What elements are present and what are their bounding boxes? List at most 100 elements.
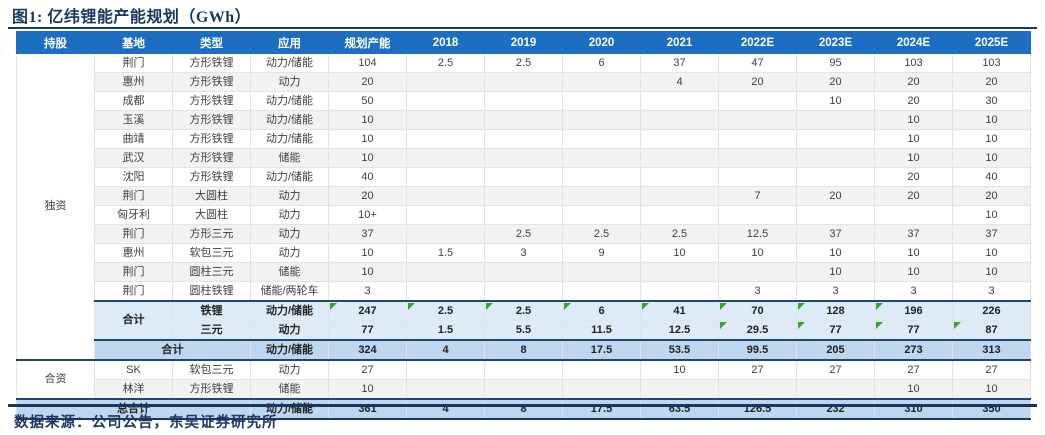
type-cell: 软包三元 [172, 243, 251, 263]
value-cell: 361 [328, 398, 407, 420]
column-header-10: 2023E [796, 31, 875, 54]
value-cell [484, 148, 563, 168]
value-cell: 10 [874, 379, 953, 400]
value-cell: 95 [796, 53, 875, 73]
base-cell: 沈阳 [94, 167, 173, 187]
value-cell: 20 [874, 72, 953, 92]
value-cell: 10 [328, 379, 407, 400]
value-cell: 10 [718, 243, 797, 263]
value-cell: 10 [796, 262, 875, 282]
value-cell [562, 262, 641, 282]
value-cell [562, 91, 641, 111]
type-cell: 圆柱铁锂 [172, 281, 251, 302]
value-cell: 7 [718, 186, 797, 206]
value-cell: 99.5 [718, 339, 797, 361]
value-cell: 1.5 [406, 243, 485, 263]
value-cell: 3 [874, 281, 953, 302]
value-cell: 8 [484, 339, 563, 361]
value-cell: 9 [562, 243, 641, 263]
value-cell: 10 [952, 110, 1031, 130]
value-cell: 10 [952, 205, 1031, 225]
column-header-3: 应用 [250, 31, 329, 54]
base-cell: 荆门 [94, 281, 173, 302]
value-cell: 50 [328, 91, 407, 111]
value-cell: 20 [328, 72, 407, 92]
value-cell [640, 148, 719, 168]
value-cell: 30 [952, 91, 1031, 111]
column-header-4: 规划产能 [328, 31, 407, 54]
value-cell [796, 110, 875, 130]
value-cell: 37 [952, 224, 1031, 244]
table-row: 匈牙利 大圆柱 动力 10+ 10 [17, 205, 1031, 225]
value-cell [640, 167, 719, 187]
corner-flag-icon [954, 322, 961, 329]
value-cell: 63.5 [640, 398, 719, 420]
base-cell: 曲靖 [94, 129, 173, 149]
value-cell [484, 129, 563, 149]
base-cell: 惠州 [94, 243, 173, 263]
value-cell [406, 224, 485, 244]
corner-flag-icon [564, 303, 571, 310]
table-row: 武汉 方形铁锂 储能 10 10 10 [17, 148, 1031, 168]
corner-flag-icon [798, 303, 805, 310]
value-cell: 10+ [328, 205, 407, 225]
value-cell: 126.5 [718, 398, 797, 420]
value-cell: 27 [874, 359, 953, 380]
value-cell: 20 [952, 72, 1031, 92]
value-cell: 196 [874, 300, 953, 321]
value-cell [562, 205, 641, 225]
value-cell: 20 [874, 186, 953, 206]
base-cell: 荆门 [94, 53, 173, 73]
type-cell: 方形铁锂 [172, 167, 251, 187]
value-cell [718, 167, 797, 187]
value-cell [484, 281, 563, 302]
value-cell: 232 [796, 398, 875, 420]
corner-flag-icon [798, 322, 805, 329]
column-header-0: 持股 [16, 31, 95, 54]
column-header-9: 2022E [718, 31, 797, 54]
type-cell: 方形铁锂 [172, 129, 251, 149]
value-cell: 27 [718, 359, 797, 380]
value-cell [406, 281, 485, 302]
value-cell: 29.5 [718, 320, 797, 341]
value-cell: 310 [874, 398, 953, 420]
value-cell: 41 [640, 300, 719, 321]
data-source-note: 数据来源：公司公告，东吴证券研究所 [14, 415, 278, 431]
value-cell: 37 [796, 224, 875, 244]
value-cell: 3 [484, 243, 563, 263]
bottom-rule [8, 404, 1037, 407]
value-cell [640, 205, 719, 225]
value-cell [484, 91, 563, 111]
value-cell [562, 186, 641, 206]
group-total-row: 合计 动力/储能 324 4 8 17.5 53.5 99.5 205 273 313 [17, 339, 1031, 361]
value-cell: 2.5 [406, 53, 485, 73]
value-cell [562, 110, 641, 130]
column-header-7: 2020 [562, 31, 641, 54]
value-cell: 87 [952, 320, 1031, 341]
value-cell: 3 [796, 281, 875, 302]
app-cell: 动力 [250, 186, 329, 206]
value-cell: 324 [328, 339, 407, 361]
value-cell: 226 [952, 300, 1031, 321]
base-cell: 成都 [94, 91, 173, 111]
app-cell: 动力/储能 [250, 167, 329, 187]
type-cell: 方形铁锂 [172, 148, 251, 168]
value-cell: 27 [952, 359, 1031, 380]
value-cell [718, 148, 797, 168]
value-cell [718, 262, 797, 282]
value-cell: 10 [328, 243, 407, 263]
value-cell: 77 [328, 320, 407, 341]
value-cell: 27 [328, 359, 407, 380]
app-cell: 动力 [250, 224, 329, 244]
table-row: 惠州 方形铁锂 动力 20 4 20 20 20 20 [17, 72, 1031, 92]
column-header-8: 2021 [640, 31, 719, 54]
value-cell: 10 [952, 379, 1031, 400]
app-cell: 动力/储能 [250, 91, 329, 111]
value-cell [796, 148, 875, 168]
value-cell: 4 [406, 339, 485, 361]
subtotal-row: 三元 动力 77 1.5 5.5 11.5 12.5 29.5 77 77 87 [17, 320, 1031, 341]
type-cell: 铁锂 [172, 300, 251, 321]
value-cell [406, 167, 485, 187]
base-cell: 武汉 [94, 148, 173, 168]
